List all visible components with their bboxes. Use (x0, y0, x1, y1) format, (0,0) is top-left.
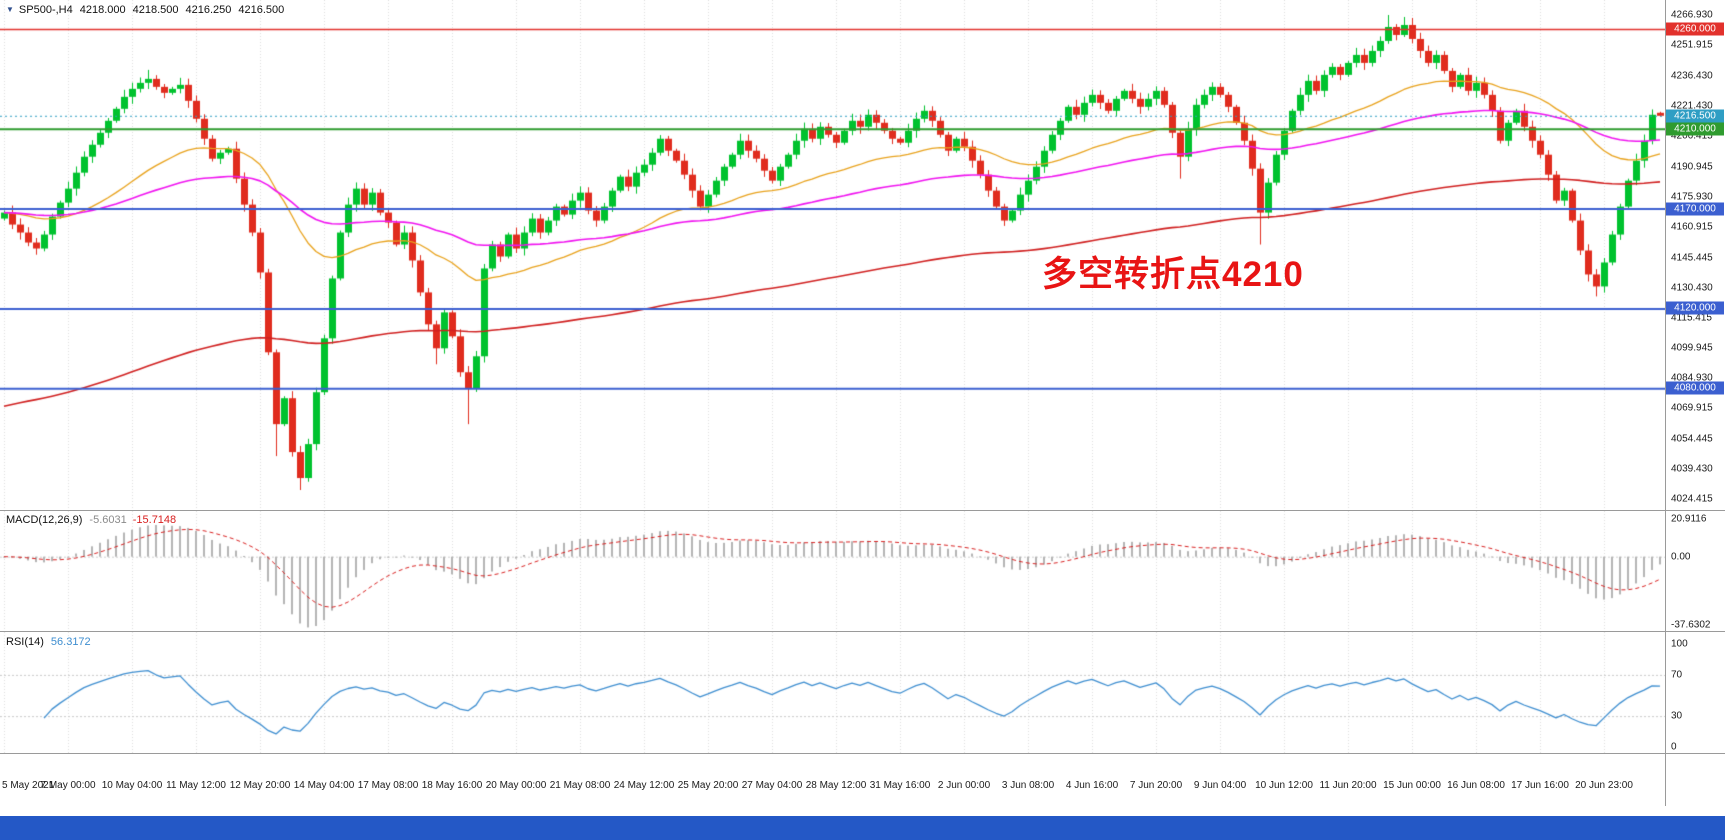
price-axis-label: 4024.415 (1671, 493, 1713, 505)
time-axis-label: 21 May 08:00 (549, 780, 611, 791)
pane-resize-divider[interactable] (0, 510, 1725, 511)
rsi-value: 56.3172 (50, 636, 91, 648)
chart-annotation-text[interactable]: 多空转折点4210 (1042, 255, 1304, 294)
macd-pane-header: MACD(12,26,9) -5.6031 -15.7148 (6, 514, 176, 526)
macd-axis[interactable]: 20.9116 0.00 -37.6302 (1666, 511, 1725, 631)
pane-resize-divider[interactable] (0, 753, 1725, 754)
current-price-chip: 4216.500 (1666, 109, 1724, 123)
high-value: 4218.500 (132, 4, 179, 16)
price-level-chip: 4170.000 (1666, 202, 1724, 216)
rsi-axis-label: 30 (1671, 710, 1683, 722)
time-axis-label: 28 May 12:00 (805, 780, 867, 791)
time-axis-label: 18 May 16:00 (421, 780, 483, 791)
price-axis-label: 4236.430 (1671, 70, 1713, 82)
rsi-pane-header: RSI(14) 56.3172 (6, 636, 91, 648)
time-axis-label: 7 Jun 20:00 (1129, 780, 1183, 791)
time-axis-label: 20 May 00:00 (485, 780, 547, 791)
time-axis-label: 15 Jun 00:00 (1383, 780, 1441, 791)
price-level-chip: 4260.000 (1666, 22, 1724, 36)
low-value: 4216.250 (185, 4, 232, 16)
price-chart-canvas[interactable] (0, 0, 1665, 510)
time-axis-label: 24 May 12:00 (613, 780, 675, 791)
price-axis-label: 4130.430 (1671, 282, 1713, 294)
price-level-chip: 4210.000 (1666, 122, 1724, 136)
macd-axis-label: -37.6302 (1671, 619, 1711, 631)
rsi-axis-label: 0 (1671, 741, 1677, 753)
time-axis-label: 4 Jun 16:00 (1065, 780, 1119, 791)
time-axis-label: 10 Jun 12:00 (1255, 780, 1313, 791)
time-axis-label: 16 Jun 08:00 (1447, 780, 1505, 791)
open-value: 4218.000 (79, 4, 126, 16)
price-level-chip: 4080.000 (1666, 381, 1724, 395)
time-axis-label: 11 Jun 20:00 (1319, 780, 1377, 791)
price-axis-label: 4069.915 (1671, 402, 1713, 414)
chart-ohlc-header: ▼ SP500-,H4 4218.000 4218.500 4216.250 4216.5… (6, 4, 284, 16)
rsi-axis-label: 70 (1671, 669, 1683, 681)
price-axis-label: 4039.430 (1671, 463, 1713, 475)
pane-resize-divider[interactable] (0, 631, 1725, 632)
macd-signal-value: -15.7148 (132, 514, 177, 526)
price-axis-label: 4084.930 (1671, 372, 1713, 384)
price-axis-label: 4160.915 (1671, 221, 1713, 233)
price-axis-label: 4145.445 (1671, 252, 1713, 264)
price-axis-label: 4190.945 (1671, 161, 1713, 173)
macd-main-value: -5.6031 (89, 514, 127, 526)
price-level-chip: 4120.000 (1666, 301, 1724, 315)
time-axis-label: 10 May 04:00 (101, 780, 163, 791)
price-axis[interactable]: 4266.930 4251.915 4236.430 4221.430 4206.415… (1666, 0, 1725, 510)
macd-label: MACD(12,26,9) (6, 514, 83, 526)
price-axis-label: 4266.930 (1671, 9, 1713, 21)
bottom-bar (0, 816, 1725, 840)
time-axis-label: 17 Jun 16:00 (1511, 780, 1569, 791)
time-axis-label: 25 May 20:00 (677, 780, 739, 791)
time-axis-label: 5 May 2021 (2, 780, 55, 791)
price-axis-label: 4099.945 (1671, 342, 1713, 354)
macd-axis-label: 0.00 (1671, 551, 1691, 563)
time-axis-label: 20 Jun 23:00 (1575, 780, 1633, 791)
time-axis-label: 2 Jun 00:00 (937, 780, 991, 791)
price-axis-label: 4115.415 (1671, 312, 1712, 324)
rsi-axis[interactable]: 100 70 30 0 (1666, 632, 1725, 753)
price-axis-label: 4221.430 (1671, 100, 1713, 112)
symbol-dropdown-icon[interactable]: ▼ (6, 5, 14, 14)
price-axis-label: 4206.415 (1671, 130, 1713, 142)
macd-axis-label: 20.9116 (1671, 513, 1707, 525)
time-axis-label: 27 May 04:00 (741, 780, 803, 791)
price-axis-label: 4251.915 (1671, 39, 1713, 51)
price-axis-label: 4175.930 (1671, 191, 1713, 203)
time-axis-label: 11 May 12:00 (166, 780, 226, 791)
time-axis-label: 17 May 08:00 (357, 780, 419, 791)
time-axis-label: 9 Jun 04:00 (1193, 780, 1247, 791)
price-axis-label: 4054.445 (1671, 433, 1713, 445)
rsi-indicator-canvas[interactable] (0, 632, 1665, 753)
time-axis-label: 31 May 16:00 (869, 780, 931, 791)
time-axis[interactable]: 5 May 2021 7 May 00:00 10 May 04:00 11 May … (0, 754, 1725, 806)
macd-indicator-canvas[interactable] (0, 511, 1665, 631)
rsi-label: RSI(14) (6, 636, 44, 648)
time-axis-label: 12 May 20:00 (229, 780, 291, 791)
symbol-timeframe-label: SP500-,H4 (18, 4, 73, 16)
rsi-axis-label: 100 (1671, 638, 1688, 650)
time-axis-label: 3 Jun 08:00 (1001, 780, 1055, 791)
time-axis-label: 7 May 00:00 (40, 780, 96, 791)
close-value: 4216.500 (238, 4, 285, 16)
axis-separator (1665, 0, 1666, 806)
time-axis-label: 14 May 04:00 (293, 780, 355, 791)
